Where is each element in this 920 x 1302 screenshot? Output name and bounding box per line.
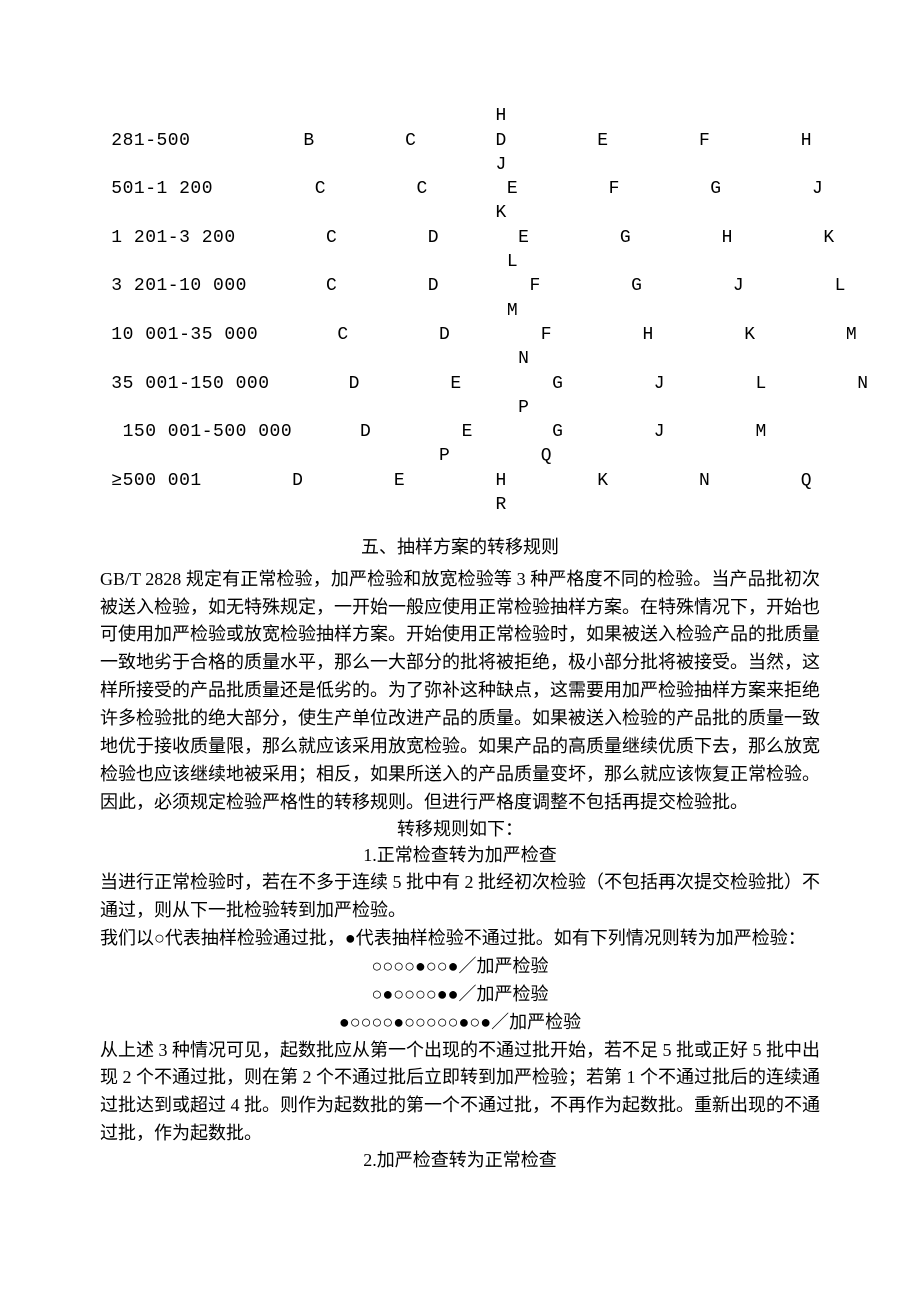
tbl-row-12: P [100,398,529,418]
tbl-row-6: L [100,252,518,272]
section-5-title: 五、抽样方案的转移规则 [100,535,820,559]
tbl-row-8: M [100,301,518,321]
tbl-row-2: J [100,155,507,175]
tbl-row-14: P Q [100,446,552,466]
rule-1-title: 1.正常检查转为加严检查 [100,843,820,867]
rule-2-title: 2.加严检查转为正常检查 [100,1148,820,1172]
para-1: GB/T 2828 规定有正常检验，加严检验和放宽检验等 3 种严格度不同的检验… [100,566,820,817]
rule-1-tail: 从上述 3 种情况可见，起数批应从第一个出现的不通过批开始，若不足 5 批或正好… [100,1037,820,1149]
rules-heading: 转移规则如下： [100,817,820,841]
tbl-row-7: 3 201-10 000 C D F G J L [100,276,846,296]
tbl-row-13: 150 001-500 000 D E G J M [100,422,767,442]
tbl-row-5: 1 201-3 200 C D E G H K [100,228,835,248]
tbl-row-0: H [100,106,507,126]
tbl-row-9: 10 001-35 000 C D F H K M [100,325,857,345]
pattern-1: ○○○○●○○●／加严检验 [100,953,820,981]
pattern-2: ○●○○○○●●／加严检验 [100,981,820,1009]
rule-1-text: 当进行正常检验时，若在不多于连续 5 批中有 2 批经初次检验（不包括再次提交检… [100,869,820,925]
tbl-row-3: 501-1 200 C C E F G J [100,179,823,199]
tbl-row-1: 281-500 B C D E F H [100,131,812,151]
tbl-row-11: 35 001-150 000 D E G J L N [100,374,869,394]
tbl-row-4: K [100,203,507,223]
tbl-row-10: N [100,349,529,369]
tbl-row-16: R [100,495,507,515]
pattern-3: ●○○○○●○○○○○●○●／加严检验 [100,1009,820,1037]
code-letter-table: H 281-500 B C D E F H J 501-1 200 C C E … [100,80,820,517]
rule-1-explain: 我们以○代表抽样检验通过批，●代表抽样检验不通过批。如有下列情况则转为加严检验： [100,925,820,953]
tbl-row-15: ≥500 001 D E H K N Q [100,471,812,491]
